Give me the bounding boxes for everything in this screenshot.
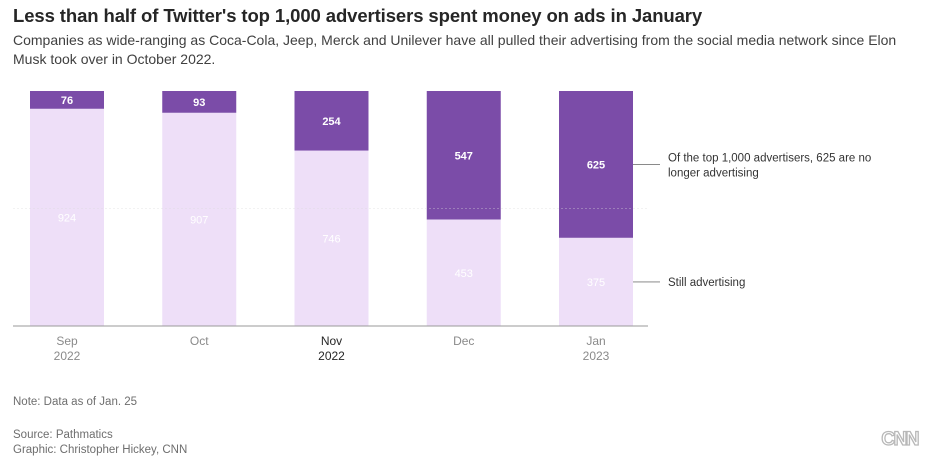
- x-tick-label: Nov: [321, 334, 342, 348]
- x-tick-label: Jan: [586, 334, 605, 348]
- data-label-stopped: 76: [61, 95, 73, 107]
- cnn-logo: CNN: [881, 428, 920, 450]
- chart-source: Source: Pathmatics Graphic: Christopher …: [13, 428, 187, 458]
- data-label-still: 924: [58, 212, 76, 224]
- data-label-still: 907: [190, 214, 208, 226]
- annotation-label: longer advertising: [668, 167, 759, 179]
- bar-segment-stopped: [294, 91, 369, 151]
- bar-segment-still: [559, 237, 633, 326]
- data-label-stopped: 547: [455, 150, 473, 162]
- data-label-still: 746: [322, 233, 340, 245]
- bar-segment-stopped: [162, 91, 237, 113]
- x-tick-sublabel: 2023: [583, 349, 610, 363]
- x-tick-sublabel: 2022: [318, 349, 345, 363]
- chart-title: Less than half of Twitter's top 1,000 ad…: [13, 5, 703, 26]
- graphic-credit: Graphic: Christopher Hickey, CNN: [13, 444, 188, 456]
- bar-segment-still: [30, 108, 104, 326]
- source-line: Source: Pathmatics: [13, 429, 113, 441]
- annotation-label: Of the top 1,000 advertisers, 625 are no: [668, 152, 871, 164]
- bar-segment-still: [162, 112, 237, 326]
- data-label-stopped: 93: [193, 97, 205, 109]
- chart-note: Note: Data as of Jan. 25: [13, 396, 138, 408]
- data-label-stopped: 254: [322, 116, 341, 128]
- x-tick-label: Sep: [56, 334, 78, 348]
- data-label-still: 453: [455, 268, 473, 280]
- stacked-bar-chart: 76924Sep202293907Oct254746Nov2022547453D…: [13, 91, 871, 363]
- bar-segment-stopped: [426, 91, 501, 220]
- data-label-still: 375: [587, 277, 605, 289]
- x-tick-label: Oct: [190, 334, 209, 348]
- x-tick-sublabel: 2022: [54, 349, 81, 363]
- annotation-label: Still advertising: [668, 277, 745, 289]
- chart-subtitle: Companies as wide-ranging as Coca-Cola, …: [13, 32, 897, 67]
- x-tick-label: Dec: [453, 334, 474, 348]
- bar-segment-still: [426, 219, 501, 326]
- bar-segment-stopped: [30, 91, 104, 109]
- data-label-stopped: 625: [587, 159, 605, 171]
- bar-segment-still: [294, 150, 369, 326]
- bar-segment-stopped: [559, 91, 633, 238]
